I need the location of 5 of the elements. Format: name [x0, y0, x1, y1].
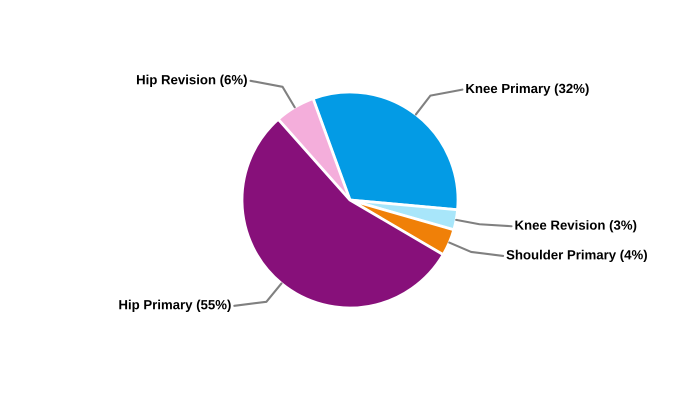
slice-label: Hip Primary (55%): [119, 300, 231, 312]
slice-label: Shoulder Primary (4%): [506, 250, 647, 262]
slice-label: Hip Revision (6%): [136, 74, 247, 87]
slice-label: Knee Primary (32%): [466, 83, 589, 96]
slice-label: Knee Revision (3%): [515, 220, 636, 232]
